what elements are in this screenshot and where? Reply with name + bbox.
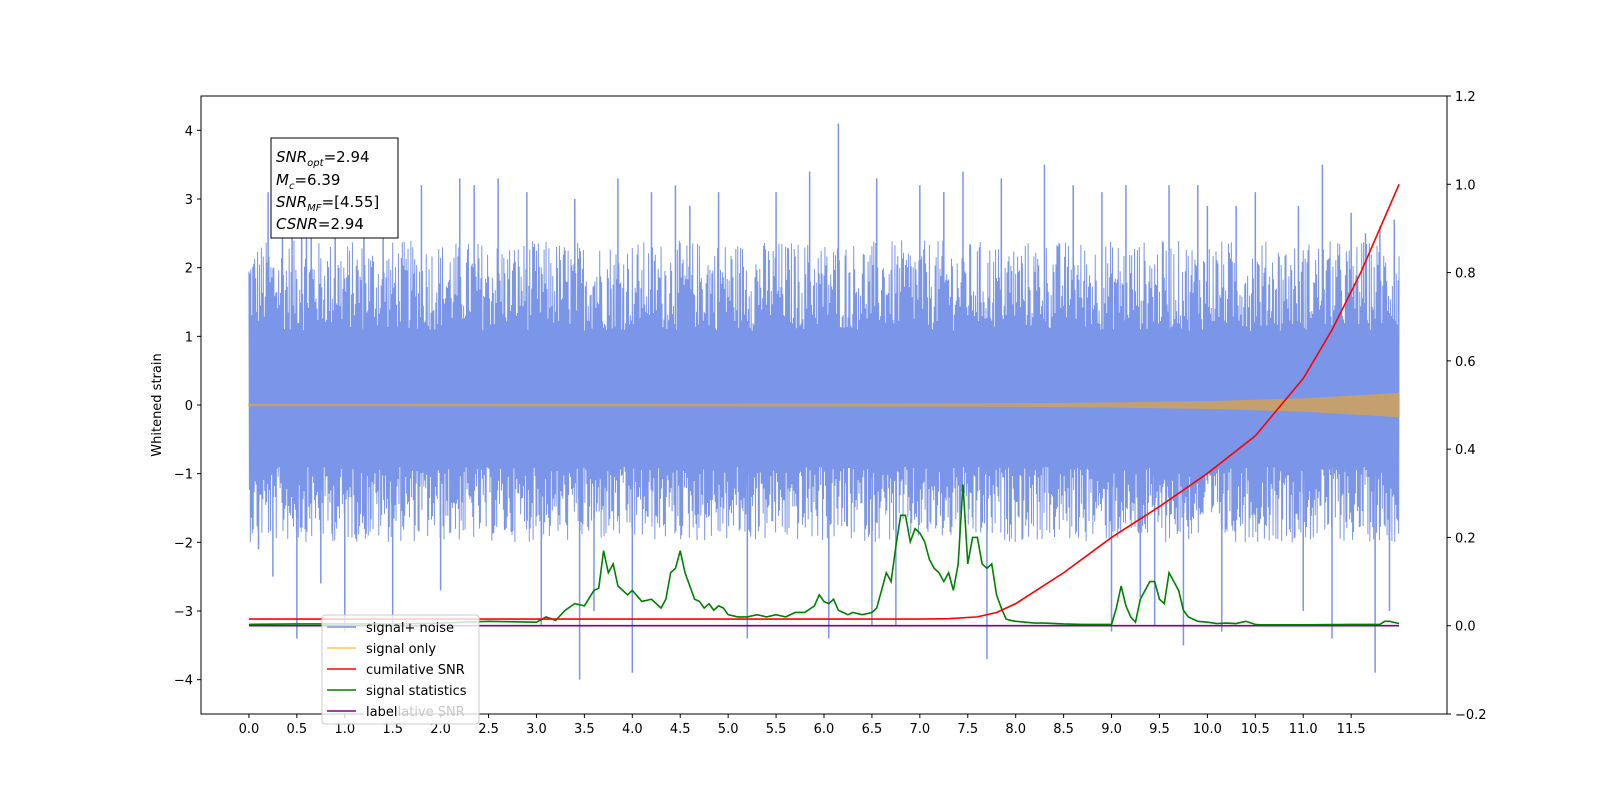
x-tick-label: 2.5 — [478, 722, 499, 737]
y-left-tick-label: 1 — [185, 330, 193, 345]
x-tick-label: 3.0 — [526, 722, 547, 737]
x-tick-label: 0.0 — [239, 722, 260, 737]
x-tick-label: 8.0 — [1005, 722, 1026, 737]
legend-label-signal-noise: signal+ noise — [366, 621, 454, 636]
legend-label-cumilative-snr: cumilative SNR — [366, 663, 465, 678]
x-tick-label: 8.5 — [1053, 722, 1074, 737]
y-right-tick-label: 1.0 — [1455, 178, 1476, 193]
x-tick-label: 7.5 — [957, 722, 978, 737]
y-left-tick-label: −1 — [174, 468, 193, 483]
axes: 0.0 0.5 1.0 1.5 2.0 2.5 3.0 3.5 4.0 4.5 5.0 5.5 6.0 6… — [174, 90, 1487, 737]
y-left-tick-label: 0 — [185, 399, 193, 414]
series-cumilative-snr-line — [248, 183, 1400, 620]
series-signal-statistics-line — [248, 484, 1400, 626]
x-tick-label: 4.0 — [622, 722, 643, 737]
x-tick-label: 5.5 — [766, 722, 787, 737]
x-tick-label: 9.0 — [1101, 722, 1122, 737]
annotation-box: SNRopt=2.94 Mc=6.39 SNRMF=[4.55] CSNR=2.… — [270, 137, 399, 239]
y-left-tick-label: 3 — [185, 193, 193, 208]
annotation-snr-opt: SNRopt=2.94 — [276, 148, 370, 169]
y-left-tick-label: 4 — [185, 124, 193, 139]
y-left-tick-label: 2 — [185, 262, 193, 277]
x-tick-label: 10.5 — [1241, 722, 1270, 737]
x-tick-label: 9.5 — [1149, 722, 1170, 737]
y-right-tick-label: 0.0 — [1455, 620, 1476, 635]
y-right-tick-label: 0.4 — [1455, 443, 1476, 458]
x-tick-label: 10.0 — [1193, 722, 1222, 737]
annotation-mc: Mc=6.39 — [276, 171, 340, 192]
x-tick-label: 1.5 — [382, 722, 403, 737]
x-tick-label: 5.0 — [718, 722, 739, 737]
y-left-tick-label: −2 — [174, 536, 193, 551]
x-tick-label: 11.5 — [1337, 722, 1366, 737]
legend-label-signal-only: signal only — [366, 642, 436, 657]
y-right-tick-label: 0.2 — [1455, 531, 1476, 546]
annotation-box-frame — [270, 137, 399, 239]
y-axis-title: Whitened strain — [150, 353, 165, 456]
legend-frame — [321, 614, 480, 725]
legend-label-signal-statistics: signal statistics — [366, 684, 467, 699]
x-tick-label: 6.0 — [814, 722, 835, 737]
x-tick-label: 6.5 — [862, 722, 883, 737]
y-left-tick-label: −4 — [174, 674, 193, 689]
x-tick-label: 7.0 — [910, 722, 931, 737]
y-right-tick-label: −0.2 — [1455, 708, 1487, 723]
y-right-tick-label: 0.6 — [1455, 355, 1476, 370]
annotation-snr-mf: SNRMF=[4.55] — [276, 193, 379, 214]
x-tick-label: 3.5 — [574, 722, 595, 737]
y-right-tick-label: 1.2 — [1455, 90, 1476, 105]
legend-label-label: label — [366, 705, 397, 720]
annotation-csnr: CSNR=2.94 — [276, 215, 364, 233]
x-tick-label: 11.0 — [1289, 722, 1318, 737]
legend: signal+ noise signal only cumilative SNR… — [321, 614, 480, 725]
x-tick-label: 0.5 — [287, 722, 308, 737]
y-left-tick-label: −3 — [174, 605, 193, 620]
x-tick-label: 1.0 — [334, 722, 355, 737]
x-tick-label: 2.0 — [430, 722, 451, 737]
y-right-tick-label: 0.8 — [1455, 267, 1476, 282]
series-signal-only-envelope — [248, 392, 1400, 418]
legend-label-label-bg — [364, 703, 398, 719]
x-tick-label: 4.5 — [670, 722, 691, 737]
